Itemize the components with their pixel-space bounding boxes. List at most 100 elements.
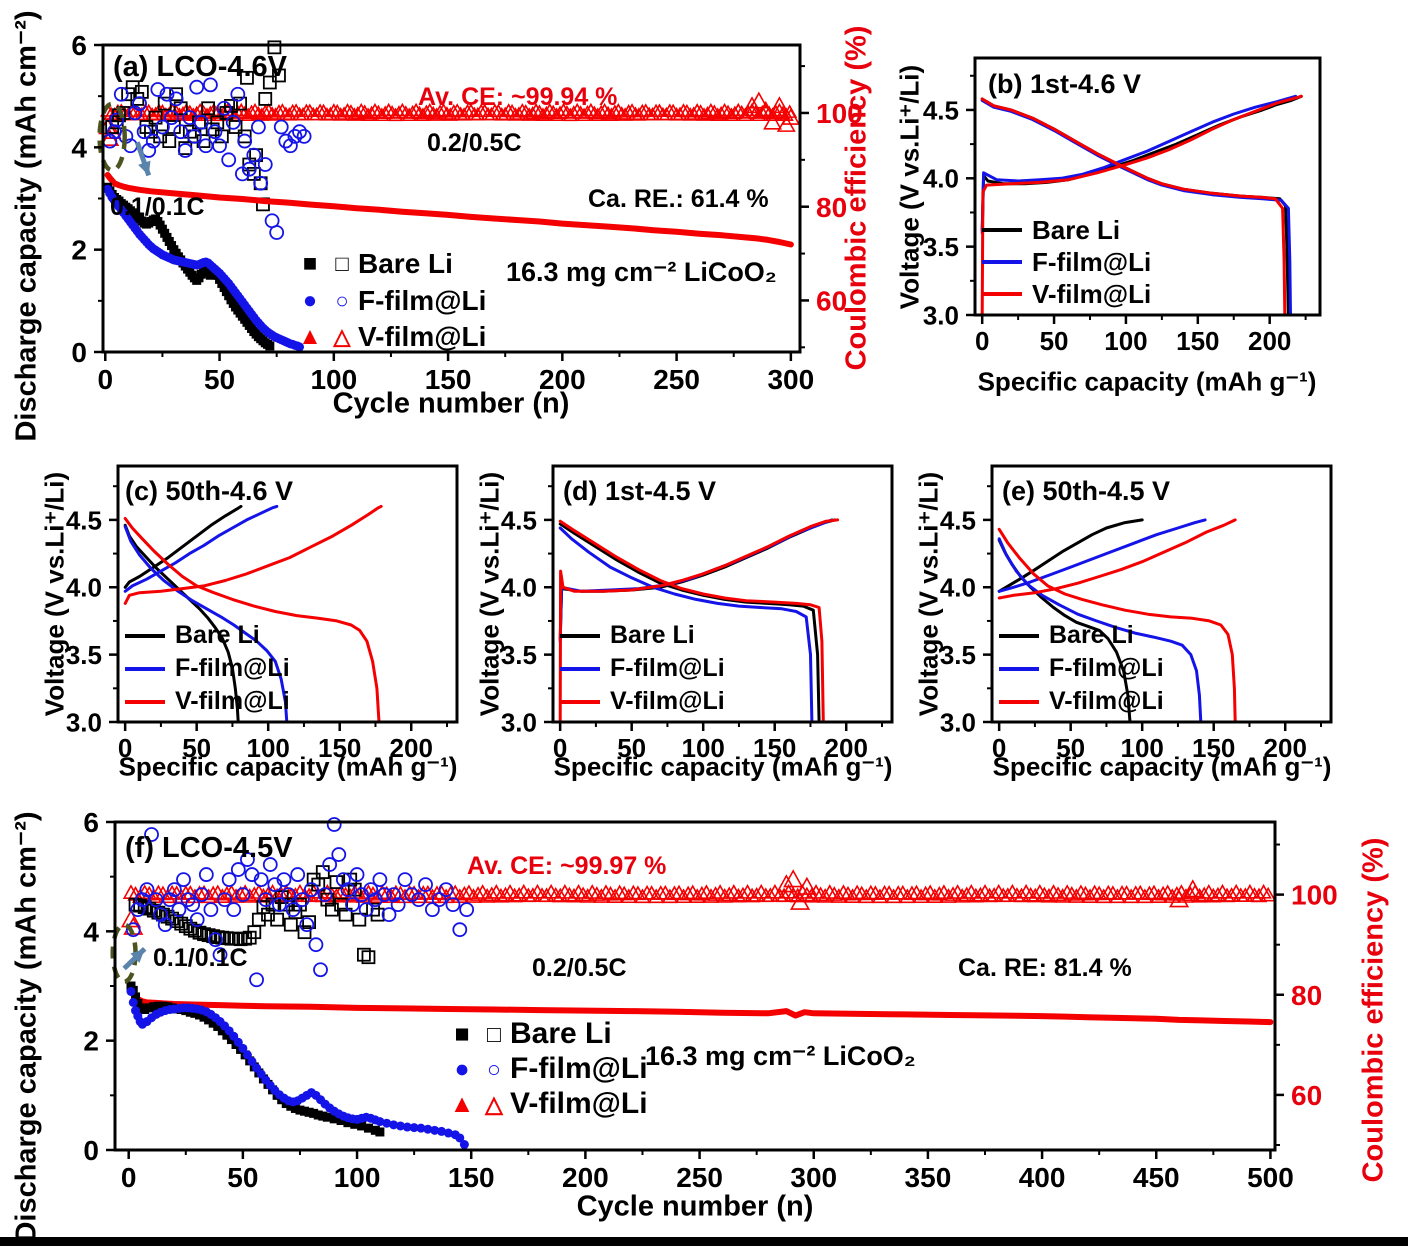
panel-b-chart: 0 50 100 150 200 3.0 3.5 4.0 4.5 (b) 1st-4.6 V V… <box>880 0 1408 455</box>
panel-f-loading-annotation: 16.3 mg cm⁻² LiCoO₂ <box>645 1041 916 1071</box>
panel-a-rate-1-annotation: 0.1/0.1C <box>110 193 205 221</box>
legend-label-f-film: F-film@Li <box>610 654 725 682</box>
panel-f-retention-annotation: Ca. RE: 81.4 % <box>958 954 1132 982</box>
bare-li-line-swatch <box>999 633 1039 638</box>
svg-text:3.0: 3.0 <box>501 707 537 737</box>
panel-b-y-axis-label: Voltage (V vs.Li⁺/Li) <box>894 64 925 310</box>
svg-text:150: 150 <box>1176 326 1219 356</box>
svg-text:0: 0 <box>97 364 113 395</box>
svg-text:150: 150 <box>753 733 796 763</box>
svg-text:300: 300 <box>790 1162 837 1193</box>
svg-text:250: 250 <box>653 364 700 395</box>
bare-li-line-swatch <box>560 633 600 638</box>
panel-a-y-axis-label: Discharge capacity (mAh cm⁻²) <box>10 10 43 442</box>
svg-text:50: 50 <box>227 1162 258 1193</box>
panel-e-title: (e) 50th-4.5 V <box>1002 476 1171 506</box>
legend-label-f-film: F-film@Li <box>1049 654 1164 682</box>
panel-d-title: (d) 1st-4.5 V <box>563 476 717 506</box>
legend-item-v-film: ▲ △ V-film@Li <box>446 1089 648 1119</box>
panel-f-y-axis-label: Discharge capacity (mAh cm⁻²) <box>10 811 43 1243</box>
svg-text:200: 200 <box>1264 733 1307 763</box>
svg-text:50: 50 <box>1040 326 1069 356</box>
svg-text:150: 150 <box>448 1162 495 1193</box>
legend-label-f-film: F-film@Li <box>175 654 290 682</box>
legend-item-v-film: ▲ △ V-film@Li <box>294 323 486 351</box>
f-film-line-swatch <box>560 666 600 671</box>
svg-text:3.5: 3.5 <box>940 640 976 670</box>
svg-text:3.0: 3.0 <box>940 707 976 737</box>
svg-text:200: 200 <box>825 733 868 763</box>
svg-text:100: 100 <box>1120 733 1163 763</box>
svg-text:4.5: 4.5 <box>923 95 959 125</box>
svg-text:3.5: 3.5 <box>923 232 959 262</box>
panel-c-canvas: 0 50 100 150 200 3.0 3.5 4.0 4.5 <box>66 464 459 763</box>
panel-e-chart: 0 50 100 150 200 3.0 3.5 4.0 4.5 (e) 50th-4.5 V … <box>900 455 1408 805</box>
legend-label-bare-li: Bare Li <box>358 248 453 279</box>
filled-triangle-icon: ▲ <box>449 1089 475 1118</box>
open-circle-icon: ○ <box>487 1055 501 1082</box>
svg-text:4.5: 4.5 <box>501 505 537 535</box>
svg-text:100: 100 <box>1291 880 1338 911</box>
legend-item-v-film: V-film@Li <box>999 689 1164 714</box>
legend-label-v-film: V-film@Li <box>610 687 725 715</box>
panel-c-y-axis-label: Voltage (V vs.Li⁺/Li) <box>39 471 70 717</box>
legend-label-bare-li: Bare Li <box>510 1017 612 1050</box>
filled-triangle-icon: ▲ <box>298 323 322 350</box>
svg-text:4.5: 4.5 <box>66 505 102 535</box>
panel-b-title: (b) 1st-4.6 V <box>988 69 1142 99</box>
legend-item-f-film: F-film@Li <box>999 656 1164 681</box>
panel-a-loading-annotation: 16.3 mg cm⁻² LiCoO₂ <box>506 257 777 287</box>
svg-text:50: 50 <box>204 364 235 395</box>
panel-a-y2-axis-label: Coulombic efficiency (%) <box>840 25 873 371</box>
svg-text:50: 50 <box>1056 733 1085 763</box>
legend-label-bare-li: Bare Li <box>175 621 260 649</box>
bottom-divider-bar <box>0 1237 1408 1246</box>
panel-d-y-axis-label: Voltage (V vs.Li⁺/Li) <box>474 471 505 717</box>
panel-a-average-ce-annotation: Av. CE: ~99.94 % <box>418 83 618 111</box>
svg-text:100: 100 <box>246 733 289 763</box>
legend-item-v-film: V-film@Li <box>982 281 1151 307</box>
legend-label-v-film: V-film@Li <box>1049 687 1164 715</box>
f-film-line-swatch <box>999 666 1039 671</box>
filled-square-icon: ■ <box>302 250 318 277</box>
svg-text:4.0: 4.0 <box>501 573 537 603</box>
v-film-line-swatch <box>560 699 600 704</box>
filled-circle-icon: ● <box>302 287 318 314</box>
svg-text:50: 50 <box>617 733 646 763</box>
svg-text:0: 0 <box>975 326 989 356</box>
svg-text:250: 250 <box>676 1162 723 1193</box>
panel-f-chart: 0 50 100 150 200 250 300 350 400 450 500 0 2 4 6 60 80 10… <box>0 805 1408 1246</box>
legend-item-f-film: ● ○ F-film@Li <box>294 287 487 315</box>
panel-f-y2-axis-label: Coulombic efficiency (%) <box>1357 837 1390 1183</box>
svg-text:0: 0 <box>992 733 1006 763</box>
f-film-line-swatch <box>125 666 165 671</box>
open-square-icon: □ <box>335 251 349 276</box>
panel-a-rate-2-annotation: 0.2/0.5C <box>427 129 522 157</box>
svg-text:150: 150 <box>1192 733 1235 763</box>
panel-e-x-axis-label: Specific capacity (mAh g⁻¹) <box>992 751 1332 782</box>
legend-label-f-film: F-film@Li <box>510 1052 648 1085</box>
svg-text:300: 300 <box>767 364 814 395</box>
legend-item-f-film: F-film@Li <box>125 656 290 681</box>
legend-label-v-film: V-film@Li <box>358 321 487 352</box>
svg-text:2: 2 <box>83 1026 99 1057</box>
bare-li-line-swatch <box>982 228 1022 232</box>
svg-text:200: 200 <box>1248 326 1291 356</box>
svg-text:200: 200 <box>562 1162 609 1193</box>
svg-text:0: 0 <box>553 733 567 763</box>
svg-text:80: 80 <box>1291 980 1322 1011</box>
legend-item-f-film: F-film@Li <box>560 656 725 681</box>
filled-square-icon: ■ <box>454 1019 470 1048</box>
svg-text:4.0: 4.0 <box>66 573 102 603</box>
legend-item-bare-li: Bare Li <box>982 217 1120 243</box>
panel-f-title: (f) LCO-4.5V <box>125 832 293 864</box>
panel-d-canvas: 0 50 100 150 200 3.0 3.5 4.0 4.5 <box>501 464 894 763</box>
svg-text:0: 0 <box>121 1162 137 1193</box>
svg-text:4.0: 4.0 <box>923 164 959 194</box>
svg-text:4.5: 4.5 <box>940 505 976 535</box>
svg-text:150: 150 <box>318 733 361 763</box>
svg-text:100: 100 <box>681 733 724 763</box>
panel-a-title: (a) LCO-4.6V <box>113 51 288 83</box>
panel-a-retention-annotation: Ca. RE.: 61.4 % <box>588 185 769 213</box>
